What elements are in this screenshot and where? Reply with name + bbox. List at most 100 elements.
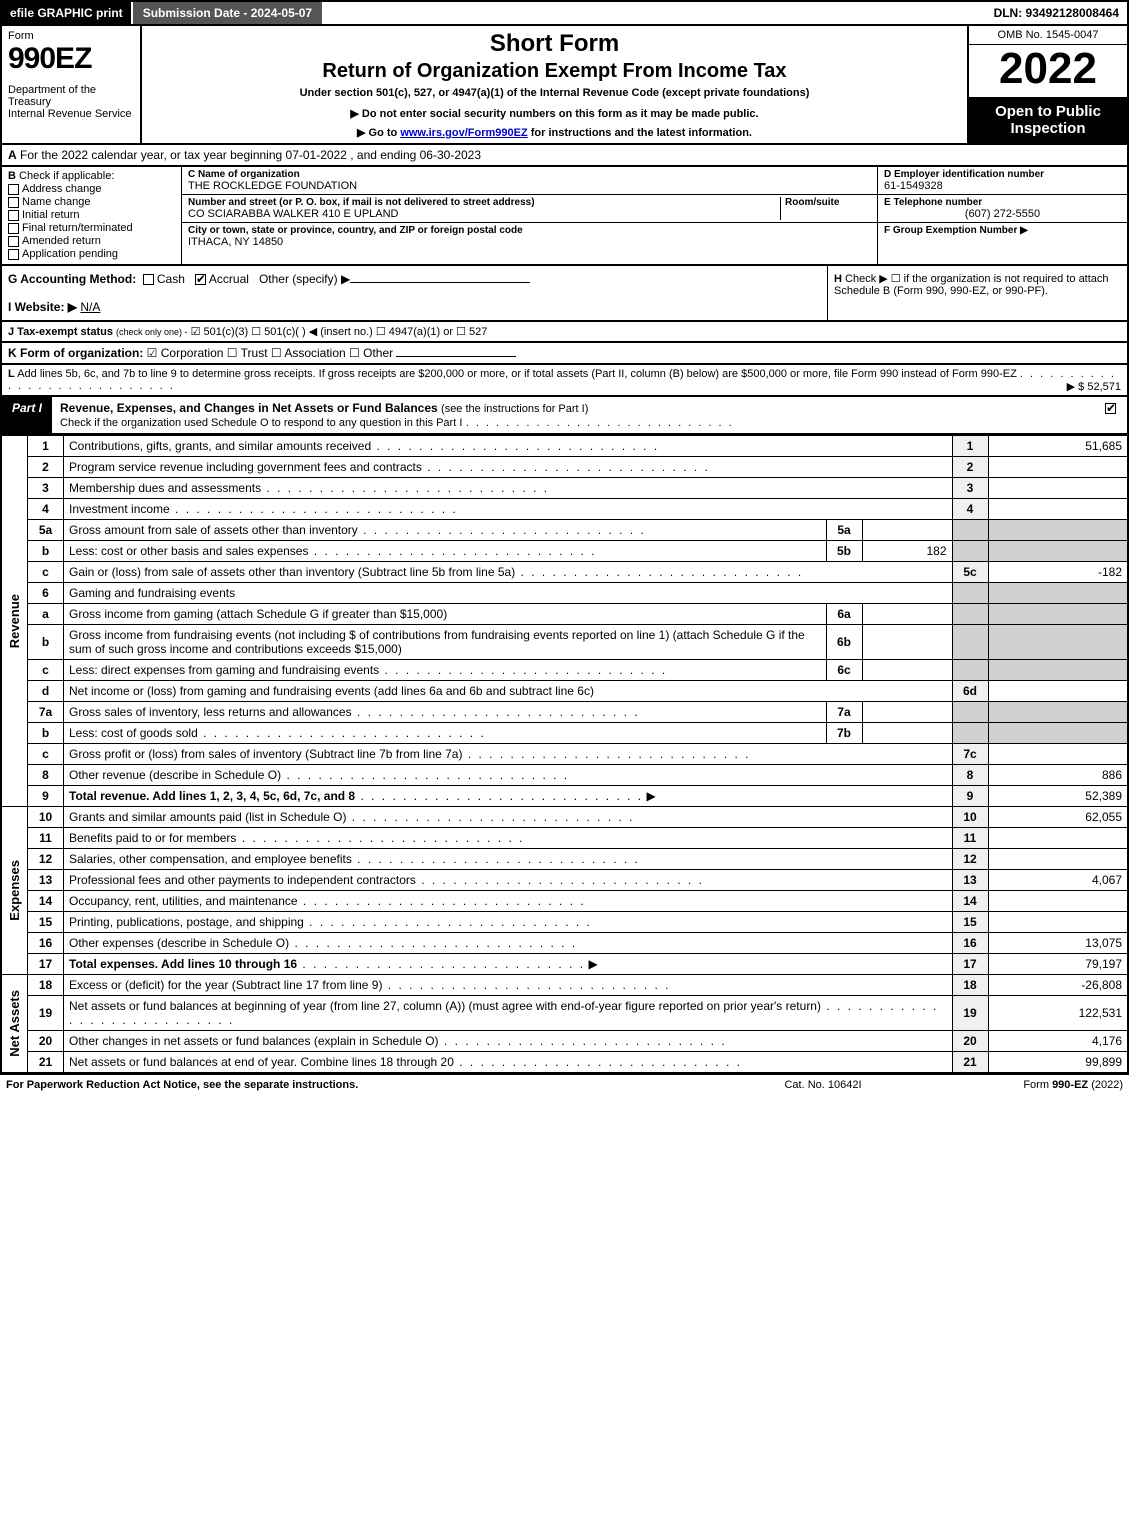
line-19-num: 19 [28,996,64,1031]
cb-application-pending[interactable]: Application pending [8,248,175,260]
top-bar: efile GRAPHIC print Submission Date - 20… [0,0,1129,26]
line-1-desc: Contributions, gifts, grants, and simila… [69,439,371,453]
part-i-checkbox[interactable] [1097,397,1127,433]
city-label: City or town, state or province, country… [188,225,871,236]
line-5a-desc: Gross amount from sale of assets other t… [69,523,358,537]
line-10-num: 10 [28,807,64,828]
line-7b-subval [862,723,952,744]
line-18-rnum: 18 [952,975,988,996]
line-20-value: 4,176 [988,1031,1128,1052]
col-c: C Name of organization THE ROCKLEDGE FOU… [182,167,877,264]
line-8-num: 8 [28,765,64,786]
submission-date: Submission Date - 2024-05-07 [131,2,322,24]
line-6d-num: d [28,681,64,702]
line-6-rval-shade [988,583,1128,604]
line-7a-desc: Gross sales of inventory, less returns a… [69,705,352,719]
part-i-title: Revenue, Expenses, and Changes in Net As… [60,401,438,415]
line-17-rnum: 17 [952,954,988,975]
line-21-num: 21 [28,1052,64,1074]
irs-link[interactable]: www.irs.gov/Form990EZ [400,127,527,139]
part-i-label: Part I [2,397,52,433]
line-16-num: 16 [28,933,64,954]
line-7a-num: 7a [28,702,64,723]
row-l: L Add lines 5b, 6c, and 7b to line 9 to … [0,365,1129,397]
line-5b: b Less: cost or other basis and sales ex… [1,541,1128,562]
line-5a-subval [862,520,952,541]
cb-address-change[interactable]: Address change [8,183,175,195]
line-6d: d Net income or (loss) from gaming and f… [1,681,1128,702]
row-j-sub: (check only one) - [116,327,188,337]
line-5b-num: b [28,541,64,562]
part-i-note: (see the instructions for Part I) [441,403,588,415]
line-6c-subnum: 6c [826,660,862,681]
line-4-num: 4 [28,499,64,520]
org-name-cell: C Name of organization THE ROCKLEDGE FOU… [182,167,877,195]
street-cell: Number and street (or P. O. box, if mail… [182,195,877,223]
topbar-spacer [322,2,985,24]
header-right: OMB No. 1545-0047 2022 Open to Public In… [967,26,1127,143]
footer-form-pre: Form [1023,1079,1052,1091]
form-subtitle: Under section 501(c), 527, or 4947(a)(1)… [148,87,961,99]
line-6d-value [988,681,1128,702]
line-2-desc: Program service revenue including govern… [69,460,422,474]
line-13-num: 13 [28,870,64,891]
efile-label[interactable]: efile GRAPHIC print [2,2,131,24]
line-7a-subnum: 7a [826,702,862,723]
line-4-desc: Investment income [69,502,170,516]
other-specify-line [350,282,530,283]
row-j-opts: ☑ 501(c)(3) ☐ 501(c)( ) ◀ (insert no.) ☐… [191,326,488,338]
cb-accrual[interactable] [195,274,206,285]
header-left: Form 990EZ Department of the Treasury In… [2,26,142,143]
line-17-num: 17 [28,954,64,975]
revenue-side-label: Revenue [1,436,28,807]
line-9: 9 Total revenue. Add lines 1, 2, 3, 4, 5… [1,786,1128,807]
line-13-desc: Professional fees and other payments to … [69,873,416,887]
open-to-public: Open to Public Inspection [969,97,1127,143]
line-10-desc: Grants and similar amounts paid (list in… [69,810,346,824]
line-13-value: 4,067 [988,870,1128,891]
footer-paperwork-notice: For Paperwork Reduction Act Notice, see … [6,1079,723,1091]
tax-year: 2022 [969,45,1127,93]
line-13: 13 Professional fees and other payments … [1,870,1128,891]
line-5c-desc: Gain or (loss) from sale of assets other… [69,565,515,579]
row-b-heading: Check if applicable: [19,170,114,182]
line-17: 17 Total expenses. Add lines 10 through … [1,954,1128,975]
line-2-rnum: 2 [952,457,988,478]
row-k-opts: ☑ Corporation ☐ Trust ☐ Association ☐ Ot… [147,346,393,360]
line-5b-subval: 182 [862,541,952,562]
cb-amended-return[interactable]: Amended return [8,235,175,247]
line-19: 19 Net assets or fund balances at beginn… [1,996,1128,1031]
line-4-value [988,499,1128,520]
cb-initial-return[interactable]: Initial return [8,209,175,221]
line-4: 4 Investment income 4 [1,499,1128,520]
cb-final-return[interactable]: Final return/terminated [8,222,175,234]
line-7c: c Gross profit or (loss) from sales of i… [1,744,1128,765]
lines-table: Revenue 1 Contributions, gifts, grants, … [0,435,1129,1074]
group-cell: F Group Exemption Number ▶ [878,223,1127,264]
cb-application-pending-label: Application pending [22,248,118,260]
row-j: J Tax-exempt status (check only one) - ☑… [0,322,1129,343]
cb-cash[interactable] [143,274,154,285]
row-gh: G Accounting Method: Cash Accrual Other … [0,266,1129,322]
header-middle: Short Form Return of Organization Exempt… [142,26,967,143]
part-i-title-cell: Revenue, Expenses, and Changes in Net As… [52,397,1097,433]
line-8: 8 Other revenue (describe in Schedule O)… [1,765,1128,786]
line-9-desc: Total revenue. Add lines 1, 2, 3, 4, 5c,… [69,789,355,803]
row-k: K Form of organization: ☑ Corporation ☐ … [0,343,1129,365]
row-k-label: K Form of organization: [8,346,143,360]
row-i-label: I Website: ▶ [8,300,77,314]
cb-name-change[interactable]: Name change [8,196,175,208]
line-18-desc: Excess or (deficit) for the year (Subtra… [69,978,382,992]
line-2: 2 Program service revenue including gove… [1,457,1128,478]
line-21-desc: Net assets or fund balances at end of ye… [69,1055,454,1069]
line-6c-subval [862,660,952,681]
line-17-value: 79,197 [988,954,1128,975]
line-3: 3 Membership dues and assessments 3 [1,478,1128,499]
line-9-rnum: 9 [952,786,988,807]
line-7a: 7a Gross sales of inventory, less return… [1,702,1128,723]
line-6a-num: a [28,604,64,625]
line-6: 6 Gaming and fundraising events [1,583,1128,604]
line-7b-rnum-shade [952,723,988,744]
line-13-rnum: 13 [952,870,988,891]
row-j-label: J Tax-exempt status [8,326,113,338]
